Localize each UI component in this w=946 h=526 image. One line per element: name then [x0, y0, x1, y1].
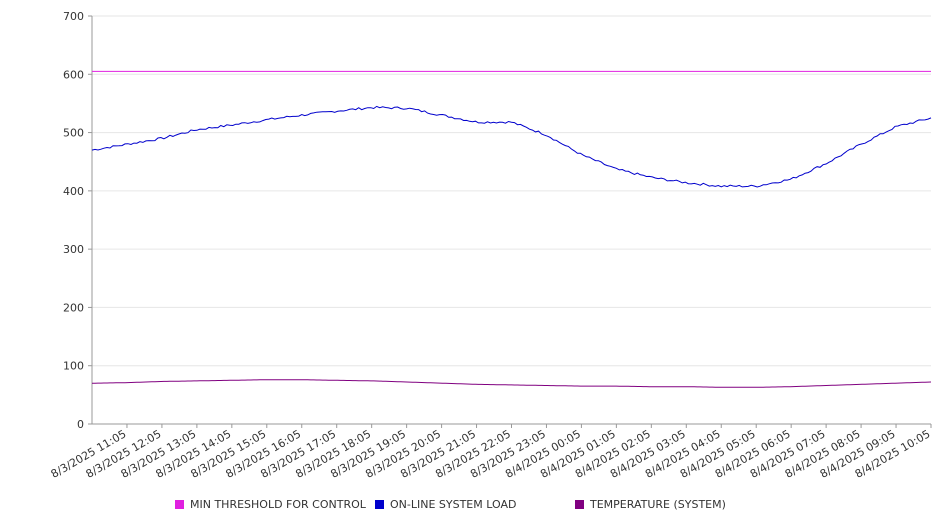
legend-swatch-system-load: [375, 500, 384, 509]
legend-item-min-threshold[interactable]: MIN THRESHOLD FOR CONTROL: [175, 498, 366, 511]
legend-label-min-threshold: MIN THRESHOLD FOR CONTROL: [190, 498, 366, 511]
y-tick-label: 500: [63, 127, 84, 140]
y-tick-label: 100: [63, 360, 84, 373]
series-line-temperature: [92, 379, 932, 388]
y-axis: 0 100 200 300 400 500 600 700: [63, 10, 93, 431]
series-lines: [91, 70, 932, 388]
y-tick-label: 0: [77, 418, 84, 431]
y-tick-label: 400: [63, 185, 84, 198]
y-tick-label: 200: [63, 301, 84, 314]
legend-item-temperature[interactable]: TEMPERATURE (SYSTEM): [575, 498, 726, 511]
legend-label-temperature: TEMPERATURE (SYSTEM): [590, 498, 726, 511]
y-tick-label: 600: [63, 68, 84, 81]
x-axis: 8/3/2025 11:058/3/2025 12:058/3/2025 13:…: [49, 423, 933, 481]
legend-swatch-min-threshold: [175, 500, 184, 509]
legend-item-system-load[interactable]: ON-LINE SYSTEM LOAD: [375, 498, 516, 511]
y-tick-label: 700: [63, 10, 84, 23]
legend-swatch-temperature: [575, 500, 584, 509]
series-line-system-load: [91, 105, 932, 188]
grid-lines: [92, 15, 931, 367]
legend-label-system-load: ON-LINE SYSTEM LOAD: [390, 498, 517, 511]
legend: MIN THRESHOLD FOR CONTROL ON-LINE SYSTEM…: [0, 498, 946, 514]
y-tick-label: 300: [63, 243, 84, 256]
